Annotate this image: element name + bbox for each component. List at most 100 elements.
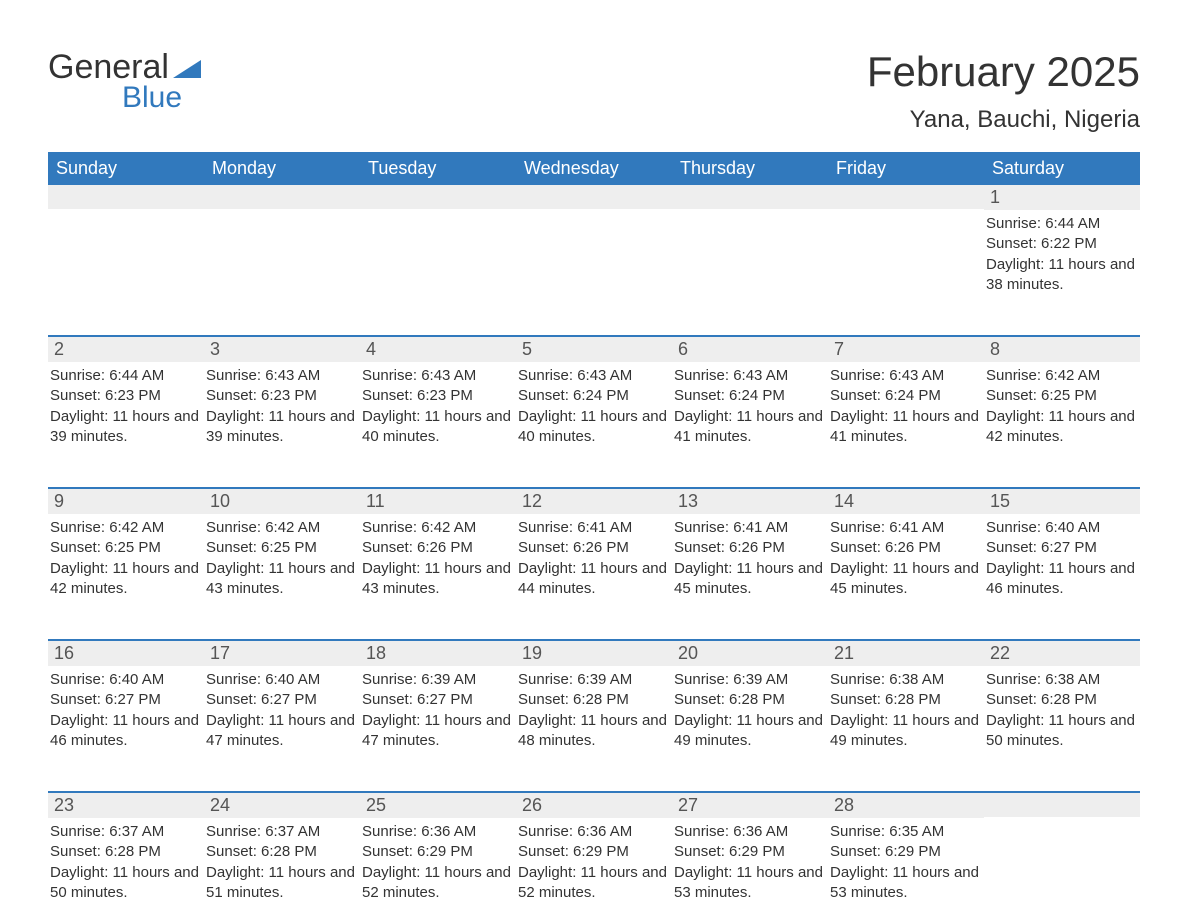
sunrise-text: Sunrise: 6:43 AM: [206, 366, 356, 386]
day-cell: 24Sunrise: 6:37 AMSunset: 6:28 PMDayligh…: [204, 793, 360, 921]
daylight-text: Daylight: 11 hours and 44 minutes.: [518, 559, 668, 600]
day-number: [204, 185, 360, 209]
day-cell: 21Sunrise: 6:38 AMSunset: 6:28 PMDayligh…: [828, 641, 984, 769]
day-cell: 18Sunrise: 6:39 AMSunset: 6:27 PMDayligh…: [360, 641, 516, 769]
daylight-text: Daylight: 11 hours and 43 minutes.: [206, 559, 356, 600]
day-body: Sunrise: 6:39 AMSunset: 6:27 PMDaylight:…: [360, 666, 516, 755]
sunrise-text: Sunrise: 6:37 AM: [206, 822, 356, 842]
daylight-text: Daylight: 11 hours and 46 minutes.: [986, 559, 1136, 600]
day-number: 21: [828, 641, 984, 666]
weekday-header: Wednesday: [516, 152, 672, 185]
day-number: 1: [984, 185, 1140, 210]
daylight-text: Daylight: 11 hours and 53 minutes.: [674, 863, 824, 904]
sunrise-text: Sunrise: 6:44 AM: [50, 366, 200, 386]
day-number: 22: [984, 641, 1140, 666]
sunset-text: Sunset: 6:26 PM: [674, 538, 824, 558]
day-cell: 4Sunrise: 6:43 AMSunset: 6:23 PMDaylight…: [360, 337, 516, 465]
brand-triangle-icon: [173, 58, 201, 78]
sunset-text: Sunset: 6:28 PM: [986, 690, 1136, 710]
sunrise-text: Sunrise: 6:41 AM: [674, 518, 824, 538]
day-body: Sunrise: 6:41 AMSunset: 6:26 PMDaylight:…: [516, 514, 672, 603]
sunset-text: Sunset: 6:25 PM: [206, 538, 356, 558]
daylight-text: Daylight: 11 hours and 49 minutes.: [674, 711, 824, 752]
sunrise-text: Sunrise: 6:42 AM: [206, 518, 356, 538]
day-number: 7: [828, 337, 984, 362]
daylight-text: Daylight: 11 hours and 48 minutes.: [518, 711, 668, 752]
sunrise-text: Sunrise: 6:40 AM: [50, 670, 200, 690]
weekday-header: Tuesday: [360, 152, 516, 185]
daylight-text: Daylight: 11 hours and 45 minutes.: [830, 559, 980, 600]
page-title: February 2025: [867, 48, 1140, 96]
day-number: [828, 185, 984, 209]
sunset-text: Sunset: 6:28 PM: [830, 690, 980, 710]
day-cell: 7Sunrise: 6:43 AMSunset: 6:24 PMDaylight…: [828, 337, 984, 465]
day-number: 8: [984, 337, 1140, 362]
sunrise-text: Sunrise: 6:38 AM: [830, 670, 980, 690]
sunset-text: Sunset: 6:25 PM: [50, 538, 200, 558]
sunset-text: Sunset: 6:26 PM: [518, 538, 668, 558]
weekday-header: Saturday: [984, 152, 1140, 185]
sunrise-text: Sunrise: 6:42 AM: [362, 518, 512, 538]
day-body: Sunrise: 6:40 AMSunset: 6:27 PMDaylight:…: [48, 666, 204, 755]
day-body: Sunrise: 6:39 AMSunset: 6:28 PMDaylight:…: [672, 666, 828, 755]
sunrise-text: Sunrise: 6:41 AM: [830, 518, 980, 538]
day-number: 3: [204, 337, 360, 362]
day-body: [828, 209, 984, 217]
day-cell: 25Sunrise: 6:36 AMSunset: 6:29 PMDayligh…: [360, 793, 516, 921]
day-number: [360, 185, 516, 209]
day-number: [984, 793, 1140, 817]
sunset-text: Sunset: 6:23 PM: [206, 386, 356, 406]
day-cell: 15Sunrise: 6:40 AMSunset: 6:27 PMDayligh…: [984, 489, 1140, 617]
day-cell: 8Sunrise: 6:42 AMSunset: 6:25 PMDaylight…: [984, 337, 1140, 465]
page-root: General Blue February 2025 Yana, Bauchi,…: [0, 0, 1188, 921]
day-cell: [828, 185, 984, 313]
day-body: [984, 817, 1140, 825]
daylight-text: Daylight: 11 hours and 42 minutes.: [986, 407, 1136, 448]
day-body: [516, 209, 672, 217]
sunrise-text: Sunrise: 6:41 AM: [518, 518, 668, 538]
week-row: 1Sunrise: 6:44 AMSunset: 6:22 PMDaylight…: [48, 185, 1140, 313]
day-body: Sunrise: 6:40 AMSunset: 6:27 PMDaylight:…: [204, 666, 360, 755]
day-number: 24: [204, 793, 360, 818]
day-body: Sunrise: 6:42 AMSunset: 6:25 PMDaylight:…: [48, 514, 204, 603]
week-row: 16Sunrise: 6:40 AMSunset: 6:27 PMDayligh…: [48, 639, 1140, 769]
sunset-text: Sunset: 6:27 PM: [50, 690, 200, 710]
sunrise-text: Sunrise: 6:39 AM: [518, 670, 668, 690]
day-number: 4: [360, 337, 516, 362]
day-body: Sunrise: 6:40 AMSunset: 6:27 PMDaylight:…: [984, 514, 1140, 603]
day-body: Sunrise: 6:38 AMSunset: 6:28 PMDaylight:…: [828, 666, 984, 755]
daylight-text: Daylight: 11 hours and 52 minutes.: [362, 863, 512, 904]
sunrise-text: Sunrise: 6:38 AM: [986, 670, 1136, 690]
day-cell: 5Sunrise: 6:43 AMSunset: 6:24 PMDaylight…: [516, 337, 672, 465]
weekday-header: Thursday: [672, 152, 828, 185]
sunset-text: Sunset: 6:23 PM: [362, 386, 512, 406]
brand-logo: General Blue: [48, 48, 201, 115]
day-cell: 13Sunrise: 6:41 AMSunset: 6:26 PMDayligh…: [672, 489, 828, 617]
day-number: 6: [672, 337, 828, 362]
day-body: Sunrise: 6:42 AMSunset: 6:25 PMDaylight:…: [204, 514, 360, 603]
daylight-text: Daylight: 11 hours and 46 minutes.: [50, 711, 200, 752]
day-number: 23: [48, 793, 204, 818]
day-body: Sunrise: 6:37 AMSunset: 6:28 PMDaylight:…: [204, 818, 360, 907]
sunrise-text: Sunrise: 6:40 AM: [206, 670, 356, 690]
weekday-header: Friday: [828, 152, 984, 185]
day-body: Sunrise: 6:39 AMSunset: 6:28 PMDaylight:…: [516, 666, 672, 755]
sunset-text: Sunset: 6:27 PM: [362, 690, 512, 710]
day-cell: [516, 185, 672, 313]
sunset-text: Sunset: 6:22 PM: [986, 234, 1136, 254]
calendar: Sunday Monday Tuesday Wednesday Thursday…: [48, 152, 1140, 921]
daylight-text: Daylight: 11 hours and 43 minutes.: [362, 559, 512, 600]
weekday-header: Sunday: [48, 152, 204, 185]
day-number: 2: [48, 337, 204, 362]
sunrise-text: Sunrise: 6:42 AM: [50, 518, 200, 538]
day-body: Sunrise: 6:43 AMSunset: 6:24 PMDaylight:…: [828, 362, 984, 451]
daylight-text: Daylight: 11 hours and 39 minutes.: [206, 407, 356, 448]
day-number: 28: [828, 793, 984, 818]
day-cell: 19Sunrise: 6:39 AMSunset: 6:28 PMDayligh…: [516, 641, 672, 769]
weekday-header-row: Sunday Monday Tuesday Wednesday Thursday…: [48, 152, 1140, 185]
week-row: 9Sunrise: 6:42 AMSunset: 6:25 PMDaylight…: [48, 487, 1140, 617]
day-number: 26: [516, 793, 672, 818]
weeks-container: 1 Sunrise: 6:44 AM Sunset: 6:22 PM Daylight…: [48, 185, 1140, 921]
day-number: 14: [828, 489, 984, 514]
daylight-text: Daylight: 11 hours and 50 minutes.: [50, 863, 200, 904]
